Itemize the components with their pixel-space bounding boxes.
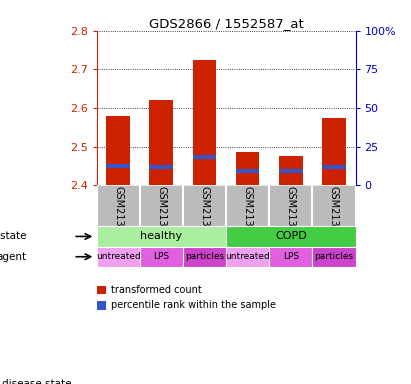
Text: LPS: LPS	[283, 252, 299, 261]
Bar	[183, 247, 226, 267]
Bar	[322, 118, 346, 185]
Bar	[236, 169, 259, 173]
Text: GSM213511: GSM213511	[156, 187, 166, 246]
Text: particles: particles	[185, 252, 224, 261]
Bar	[193, 155, 216, 159]
Bar	[279, 156, 302, 185]
Bar	[106, 116, 130, 185]
Bar	[150, 165, 173, 169]
Bar	[106, 164, 130, 168]
Text: percentile rank within the sample: percentile rank within the sample	[111, 300, 275, 310]
Bar	[150, 100, 173, 185]
Bar	[226, 247, 269, 267]
Text: healthy: healthy	[140, 232, 182, 242]
Bar	[269, 247, 312, 267]
Bar	[236, 152, 259, 185]
Text: GSM213464: GSM213464	[242, 187, 253, 245]
Text: GSM213465: GSM213465	[286, 187, 296, 246]
Text: agent: agent	[0, 252, 27, 262]
Text: LPS: LPS	[153, 252, 169, 261]
Bar	[97, 247, 140, 267]
Text: disease state: disease state	[0, 232, 27, 242]
Text: untreated: untreated	[96, 252, 141, 261]
Text: COPD: COPD	[275, 232, 307, 242]
Bar	[226, 226, 356, 247]
Text: GSM213500: GSM213500	[113, 187, 123, 246]
Text: disease state: disease state	[2, 379, 72, 384]
Text: GSM213512: GSM213512	[199, 187, 210, 246]
Bar	[97, 226, 226, 247]
Title: GDS2866 / 1552587_at: GDS2866 / 1552587_at	[149, 17, 303, 30]
Bar	[140, 247, 183, 267]
Bar	[312, 247, 356, 267]
Text: particles: particles	[314, 252, 353, 261]
Bar	[279, 169, 302, 173]
Text: GSM213466: GSM213466	[329, 187, 339, 245]
Bar	[193, 60, 216, 185]
Text: transformed count: transformed count	[111, 285, 201, 295]
Text: untreated: untreated	[225, 252, 270, 261]
Bar	[322, 165, 346, 169]
